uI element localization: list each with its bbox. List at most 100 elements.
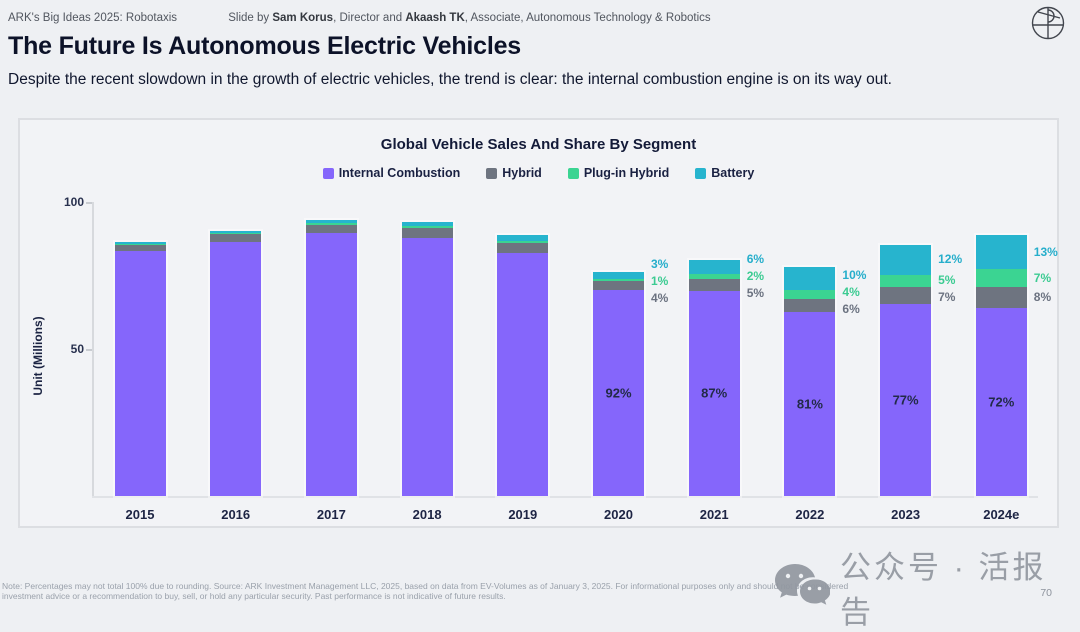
y-axis-tick [86,349,92,351]
battery-share-label: 10% [842,267,867,282]
ic-share-label: 92% [605,385,632,401]
battery-share-label: 3% [651,256,669,271]
bar-segment-battery [401,221,453,227]
y-axis-line [92,202,94,496]
deck-label: ARK's Big Ideas 2025: Robotaxis [8,12,178,24]
legend-swatch-icon [695,167,707,179]
bar-segment-plugin_hybrid [688,274,740,280]
legend-item: Plug-in Hybrid [567,166,670,180]
ic-share-label: 72% [988,394,1015,410]
x-tick-label: 2015 [125,507,155,522]
stacked-bar-2018 [399,219,455,498]
bar-segment-plugin_hybrid [114,243,166,245]
stacked-bar-2024e [973,232,1029,498]
battery-share-label: 12% [938,251,963,266]
y-axis-title: Unit (Millions) [31,316,45,396]
chart-legend: Internal Combustion Hybrid Plug-in Hybrid B… [20,166,1057,180]
bar-segment-battery [593,272,644,280]
ic-share-label: 81% [796,396,823,412]
bar-segment-battery [497,234,549,241]
watermark: 公众号 · 活报告 [774,542,1080,632]
hybrid-share-label: 7% [938,289,956,304]
bar-segment-hybrid [880,286,932,305]
bar-segment-plugin_hybrid [784,289,836,299]
x-tick-label: 2022 [795,507,825,522]
subtitle: Despite the recent slowdown in the growt… [8,71,892,88]
bar-segment-battery [210,230,262,234]
footnote-line: investment advice or a recommendation to… [2,591,506,601]
x-tick-label: 2021 [699,507,729,522]
ic-share-label: 87% [701,385,728,401]
bar-segment-plugin_hybrid [593,279,644,282]
bar-segment-internal_combustion [305,233,357,496]
watermark-text: 公众号 · 活报告 [840,550,1047,630]
bar-segment-hybrid [688,279,740,291]
bar-segment-internal_combustion [975,307,1027,496]
bar-segment-plugin_hybrid [497,240,549,243]
stacked-bar-2020 [591,270,646,498]
hybrid-share-label: 4% [651,290,669,305]
y-tick-label: 50 [70,342,84,356]
plugin-hybrid-share-label: 7% [1033,270,1052,285]
page-number: 70 [1040,587,1052,599]
legend-label: Battery [711,166,755,180]
bar-segment-hybrid [593,281,644,291]
stacked-bar-2021 [686,258,742,498]
wechat-icon [774,562,831,613]
legend-swatch-icon [322,167,334,179]
top-bar: ARK's Big Ideas 2025: Robotaxis Slide by… [8,12,711,24]
x-tick-label: 2023 [891,507,921,522]
legend-label: Plug-in Hybrid [583,166,670,180]
chart-title: Global Vehicle Sales And Share By Segmen… [380,136,697,153]
bar-segment-internal_combustion [688,290,740,496]
footnote: Note: Percentages may not total 100% due… [2,581,848,601]
bar-segment-plugin_hybrid [210,233,262,235]
x-tick-label: 2024e [983,507,1020,522]
bar-segment-hybrid [305,224,357,234]
y-tick-label: 100 [63,195,84,209]
bar-segment-hybrid [975,286,1027,308]
legend-swatch-icon [486,167,498,179]
legend-label: Internal Combustion [338,166,461,180]
hybrid-share-label: 8% [1033,290,1052,305]
stacked-bar-2023 [878,242,934,498]
x-tick-label: 2018 [412,507,442,522]
bar-segment-internal_combustion [593,290,644,496]
x-axis-line [92,496,1038,498]
hybrid-share-label: 5% [746,286,765,301]
bar-segment-battery [305,219,357,224]
bar-segment-battery [114,241,166,244]
author-name: Akaash TK [405,12,465,24]
plugin-hybrid-share-label: 5% [938,272,956,287]
bar-segment-internal_combustion [880,304,932,496]
stacked-bar-2022 [782,264,838,498]
plugin-hybrid-share-label: 4% [842,284,860,299]
plugin-hybrid-share-label: 2% [746,269,765,284]
bar-segment-hybrid [497,242,549,254]
legend-label: Hybrid [502,166,542,180]
legend-item: Internal Combustion [322,166,461,180]
legend-swatch-icon [567,167,579,179]
plugin-hybrid-share-label: 1% [651,273,669,288]
bar-segment-plugin_hybrid [880,274,932,287]
bar-segment-battery [784,266,836,290]
author-name: Sam Korus [272,12,334,24]
bar-segment-hybrid [401,228,453,238]
bar-segment-battery [688,260,740,275]
page-title: The Future Is Autonomous Electric Vehicl… [8,32,522,60]
bar-segment-internal_combustion [784,312,836,496]
chart-card: Global Vehicle Sales And Share By Segmen… [18,118,1059,528]
legend-item: Hybrid [486,166,542,180]
bar-segment-battery [880,244,932,275]
ic-share-label: 77% [892,392,919,408]
footnote-line: Note: Percentages may not total 100% due… [2,581,849,591]
bar-segment-internal_combustion [210,242,262,496]
battery-share-label: 6% [746,252,765,267]
battery-share-label: 13% [1033,244,1058,259]
y-axis-tick [86,202,92,204]
x-tick-label: 2016 [221,507,251,522]
bar-segment-hybrid [784,298,836,313]
bar-segment-hybrid [210,234,262,243]
stacked-bar-2016 [208,228,264,498]
ark-circle-logo-icon [1030,5,1066,41]
